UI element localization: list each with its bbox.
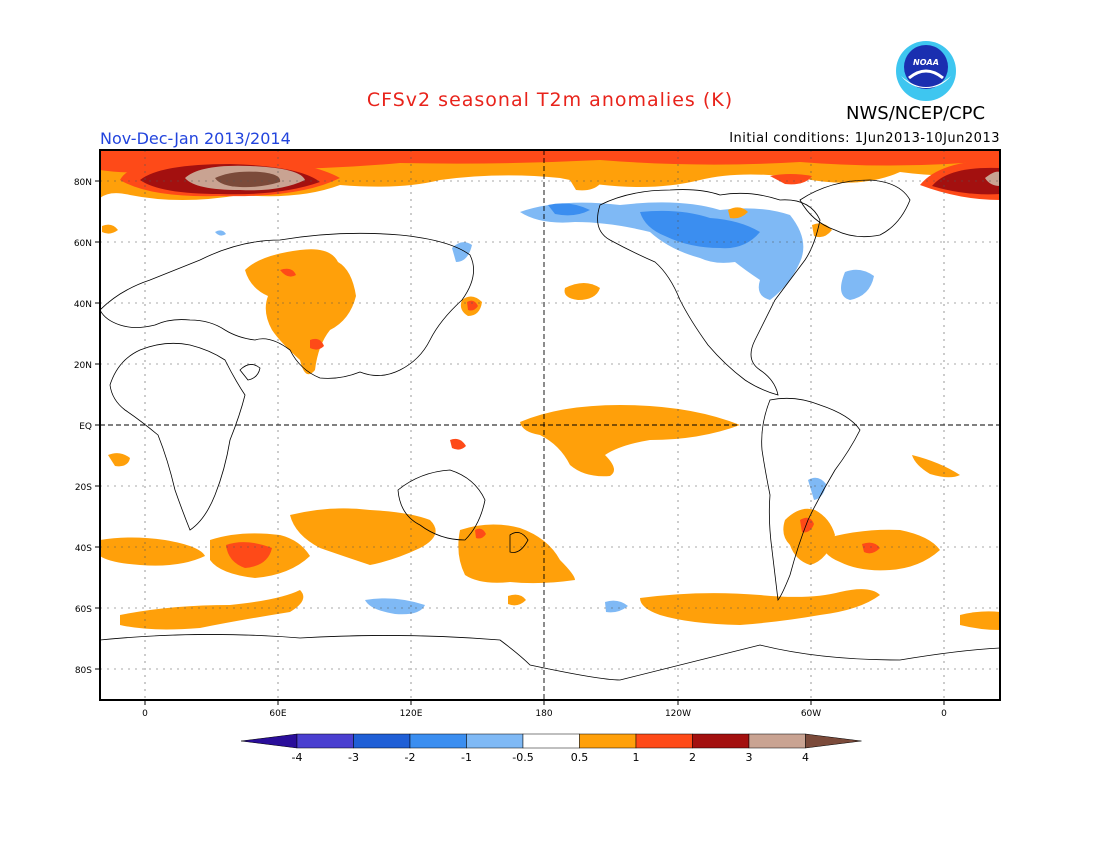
lat-label-20s: 20S bbox=[75, 483, 92, 493]
lat-label-40s: 40S bbox=[75, 544, 92, 554]
lat-label-20n: 20N bbox=[74, 361, 92, 371]
lon-label-120w: 120W bbox=[665, 709, 691, 719]
colorbar-label: -0.5 bbox=[512, 751, 533, 764]
axis-ticks bbox=[95, 180, 945, 705]
colorbar-label: -3 bbox=[348, 751, 359, 764]
colorbar-swatch bbox=[748, 733, 806, 749]
colorbar-label: 3 bbox=[746, 751, 753, 764]
colorbar-label: 1 bbox=[633, 751, 640, 764]
agency-name: NWS/NCEP/CPC bbox=[846, 103, 986, 124]
lon-label-0-west: 0 bbox=[142, 709, 148, 719]
colorbar-swatch bbox=[579, 733, 637, 749]
map-title: CFSv2 seasonal T2m anomalies (K) bbox=[366, 89, 734, 111]
lat-label-60s: 60S bbox=[75, 605, 92, 615]
colorbar-arrow-low bbox=[240, 733, 298, 749]
colorbar-swatch bbox=[692, 733, 750, 749]
forecast-period: Nov-Dec-Jan 2013/2014 bbox=[100, 129, 291, 148]
noaa-logo: NOAA bbox=[896, 41, 956, 101]
lon-label-120e: 120E bbox=[400, 709, 423, 719]
colorbar-swatch bbox=[522, 733, 580, 749]
colorbar-label: -4 bbox=[292, 751, 303, 764]
svg-text:NOAA: NOAA bbox=[913, 58, 939, 67]
lon-label-0-east: 0 bbox=[941, 709, 947, 719]
colorbar-label: 0.5 bbox=[571, 751, 589, 764]
colorbar-arrow-high bbox=[805, 733, 862, 749]
warm-anomalies bbox=[100, 178, 1000, 630]
initial-conditions: Initial conditions: 1Jun2013-10Jun2013 bbox=[729, 131, 1000, 146]
lat-label-80s: 80S bbox=[75, 666, 92, 676]
arctic-warm-anomaly bbox=[100, 150, 1000, 200]
colorbar-swatch bbox=[466, 733, 524, 749]
lon-label-60e: 60E bbox=[269, 709, 286, 719]
colorbar-swatch bbox=[409, 733, 467, 749]
lat-label-40n: 40N bbox=[74, 300, 92, 310]
colorbar-swatch bbox=[296, 733, 354, 749]
colorbar-swatch bbox=[635, 733, 693, 749]
lat-label-80n: 80N bbox=[74, 178, 92, 188]
lon-label-60w: 60W bbox=[801, 709, 821, 719]
continent-outlines bbox=[100, 179, 1000, 681]
colorbar-label: 4 bbox=[802, 751, 809, 764]
lon-label-180: 180 bbox=[535, 709, 552, 719]
lat-label-60n: 60N bbox=[74, 239, 92, 249]
equator-dateline bbox=[100, 150, 1000, 700]
colorbar-label: -2 bbox=[405, 751, 416, 764]
colorbar-label: -1 bbox=[461, 751, 472, 764]
colorbar-label: 2 bbox=[689, 751, 696, 764]
colorbar: -4 -3 -2 -1 -0.5 0.5 1 2 3 4 bbox=[240, 733, 862, 764]
colorbar-swatch bbox=[353, 733, 411, 749]
lat-label-eq: EQ bbox=[79, 422, 92, 432]
